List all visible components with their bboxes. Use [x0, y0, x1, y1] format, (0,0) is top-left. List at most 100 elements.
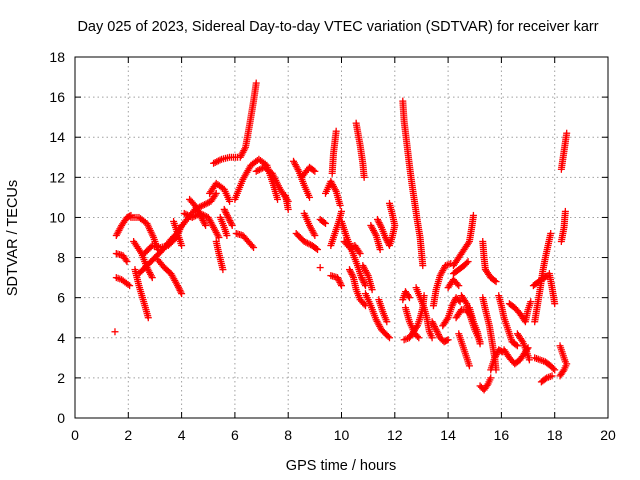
data-point-marker — [431, 323, 439, 331]
data-point-marker — [284, 205, 292, 213]
data-point-marker — [223, 210, 231, 218]
data-point-marker — [122, 256, 130, 264]
x-tick-label: 16 — [494, 427, 510, 443]
data-point-marker — [174, 282, 182, 290]
data-point-marker — [311, 167, 319, 175]
data-point-marker — [213, 158, 221, 166]
data-point-marker — [428, 334, 436, 342]
data-point-marker — [559, 367, 567, 375]
data-point-marker — [443, 336, 451, 344]
y-tick-label: 18 — [49, 49, 65, 65]
data-point-marker — [527, 298, 535, 306]
data-point-marker — [202, 221, 210, 229]
data-point-marker — [404, 292, 412, 300]
data-point-marker — [464, 258, 472, 266]
data-point-marker — [405, 294, 413, 302]
data-point-marker — [147, 272, 155, 280]
data-point-marker — [178, 242, 186, 250]
data-point-marker — [525, 356, 533, 364]
data-point-marker — [310, 230, 318, 238]
data-point-marker — [346, 267, 354, 275]
data-point-marker — [126, 282, 134, 290]
data-point-marker — [176, 286, 184, 294]
data-point-marker — [428, 318, 436, 326]
data-point-marker — [434, 329, 442, 337]
data-point-marker — [450, 298, 458, 306]
data-point-marker — [316, 264, 324, 272]
data-point-marker — [373, 215, 381, 223]
data-point-marker — [255, 166, 263, 174]
data-point-marker — [227, 220, 235, 228]
data-point-marker — [381, 234, 389, 241]
data-point-marker — [431, 324, 439, 332]
data-point-marker — [547, 229, 555, 237]
data-point-marker — [144, 314, 152, 322]
data-point-marker — [320, 218, 328, 226]
data-point-marker — [563, 129, 571, 137]
data-point-marker — [345, 266, 353, 274]
data-point-marker — [376, 246, 384, 254]
data-point-marker — [360, 173, 368, 181]
data-point-marker — [443, 315, 451, 323]
data-point-marker — [464, 239, 472, 247]
data-point-marker — [337, 280, 345, 288]
y-axis-label: SDTVAR / TECUs — [5, 180, 21, 296]
x-tick-label: 12 — [387, 427, 403, 443]
data-point-marker — [310, 166, 318, 174]
x-tick-label: 4 — [178, 427, 186, 443]
plot-frame — [74, 56, 609, 419]
data-point-marker — [371, 230, 379, 238]
data-point-marker — [223, 231, 231, 239]
y-tick-label: 8 — [57, 250, 65, 266]
data-point-marker — [178, 290, 186, 298]
data-point-marker — [375, 219, 383, 227]
data-point-marker — [419, 262, 427, 270]
data-point-marker — [215, 234, 223, 241]
data-point-marker — [201, 201, 209, 209]
data-point-marker — [334, 275, 342, 283]
x-tick-label: 6 — [231, 427, 239, 443]
data-point-marker — [415, 334, 423, 342]
data-markers — [111, 79, 571, 394]
data-point-marker — [180, 209, 188, 217]
data-point-marker — [563, 360, 571, 368]
data-point-marker — [548, 372, 556, 380]
data-point-marker — [222, 209, 230, 217]
data-point-marker — [453, 280, 461, 288]
data-point-marker — [228, 221, 236, 229]
data-point-marker — [377, 222, 385, 230]
data-point-marker — [314, 246, 322, 254]
data-point-marker — [111, 328, 119, 336]
data-point-marker — [338, 282, 345, 290]
data-point-marker — [123, 258, 131, 266]
data-point-marker — [358, 275, 366, 283]
data-point-marker — [201, 220, 209, 228]
data-point-marker — [357, 274, 365, 282]
x-tick-label: 14 — [440, 427, 456, 443]
x-tick-label: 20 — [600, 427, 616, 443]
data-point-marker — [385, 334, 393, 342]
data-point-marker — [334, 274, 342, 282]
x-tick-label: 10 — [334, 427, 350, 443]
data-point-marker — [221, 207, 229, 215]
data-point-marker — [551, 300, 559, 308]
data-point-marker — [306, 193, 314, 201]
data-point-marker — [433, 327, 441, 335]
x-tick-label: 0 — [71, 427, 79, 443]
data-point-marker — [360, 278, 368, 286]
data-point-marker — [463, 259, 471, 267]
data-point-marker — [476, 340, 484, 348]
data-point-marker — [216, 156, 224, 164]
data-point-marker — [432, 326, 440, 334]
data-point-marker — [210, 159, 218, 167]
data-point-marker — [185, 212, 193, 220]
y-tick-label: 2 — [57, 370, 65, 386]
data-point-marker — [303, 239, 311, 247]
data-point-marker — [202, 200, 210, 208]
data-point-marker — [305, 240, 313, 248]
data-point-marker — [491, 354, 499, 362]
data-point-marker — [254, 167, 262, 175]
x-axis-label: GPS time / hours — [286, 458, 396, 474]
